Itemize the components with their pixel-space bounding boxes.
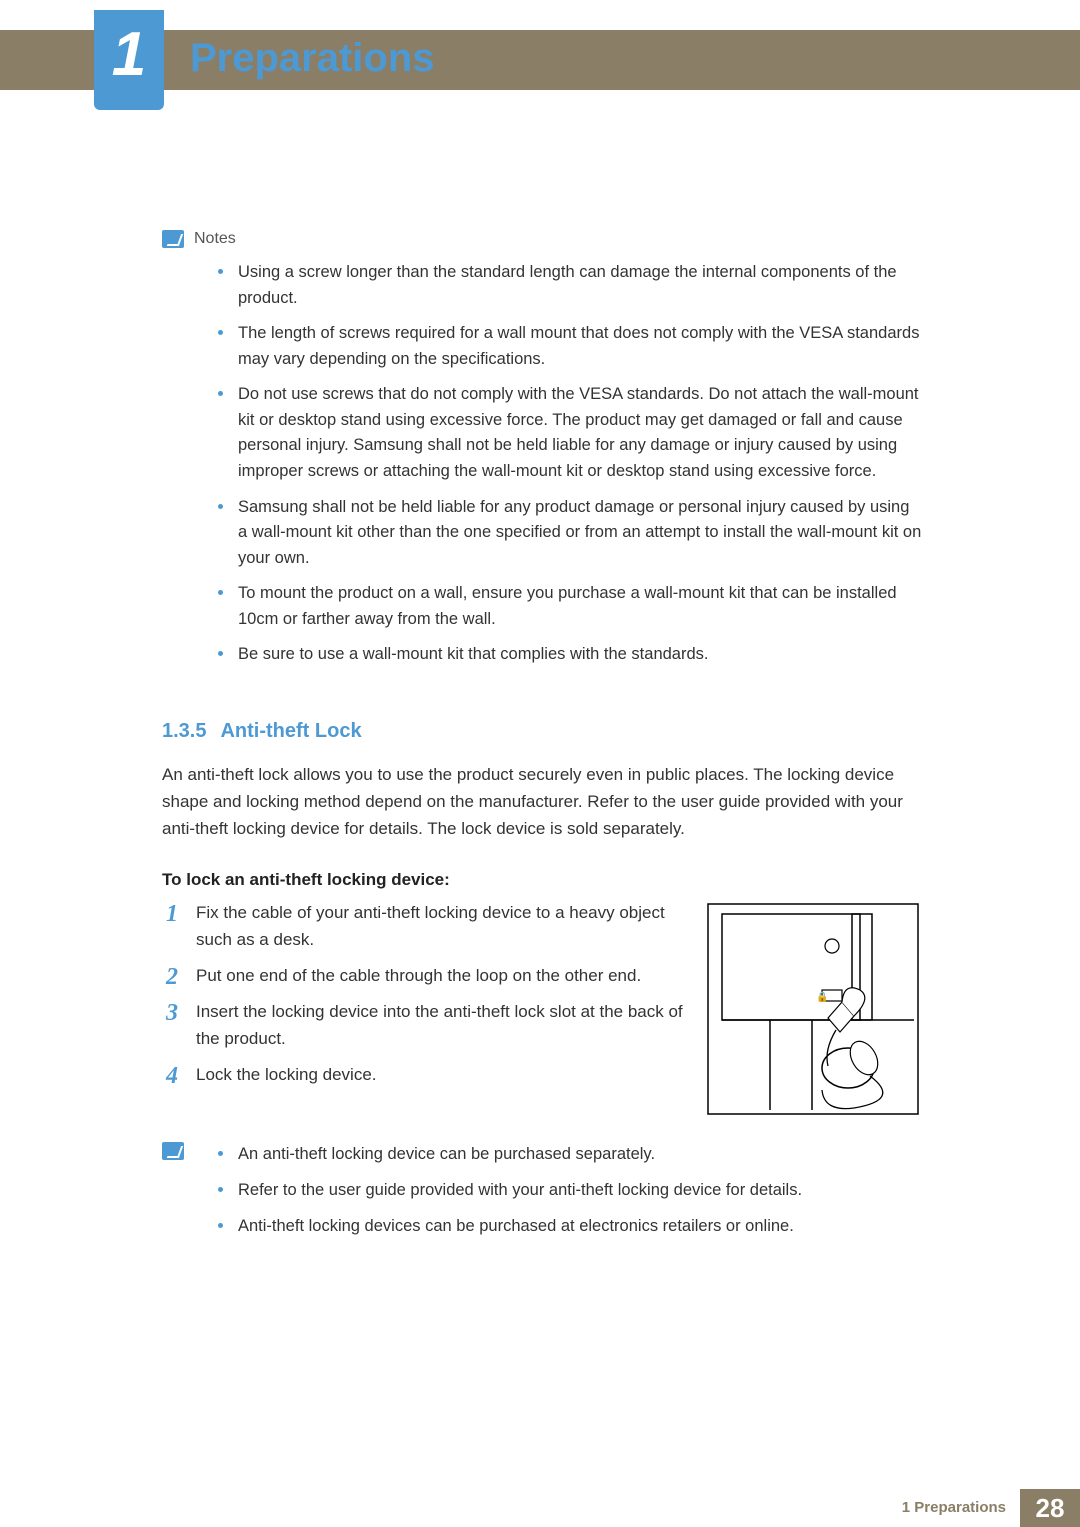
footer-chapter-label: 1 Preparations xyxy=(902,1489,1020,1527)
list-item: An anti-theft locking device can be purc… xyxy=(218,1142,922,1168)
notes-list-1: Using a screw longer than the standard l… xyxy=(194,260,922,668)
note-icon xyxy=(162,1142,184,1160)
list-item: Samsung shall not be held liable for any… xyxy=(218,495,922,572)
step-item: Put one end of the cable through the loo… xyxy=(162,963,684,989)
page-content: Notes Using a screw longer than the stan… xyxy=(162,230,922,1249)
list-item: Be sure to use a wall-mount kit that com… xyxy=(218,642,922,668)
section-heading: 1.3.5 Anti-theft Lock xyxy=(162,720,922,743)
list-item: To mount the product on a wall, ensure y… xyxy=(218,581,922,632)
list-item: Anti-theft locking devices can be purcha… xyxy=(218,1214,922,1240)
section-number: 1.3.5 xyxy=(162,720,206,742)
list-item: Refer to the user guide provided with yo… xyxy=(218,1178,922,1204)
step-item: Insert the locking device into the anti-… xyxy=(162,999,684,1052)
list-item: Do not use screws that do not comply wit… xyxy=(218,382,922,484)
section-paragraph: An anti-theft lock allows you to use the… xyxy=(162,761,922,843)
svg-text:🔒: 🔒 xyxy=(816,991,828,1003)
notes-block-2: An anti-theft locking device can be purc… xyxy=(162,1142,922,1249)
lock-diagram: 🔒 xyxy=(704,900,922,1118)
notes-block-1: Notes Using a screw longer than the stan… xyxy=(162,230,922,678)
section-title: Anti-theft Lock xyxy=(220,720,361,742)
list-item: The length of screws required for a wall… xyxy=(218,321,922,372)
step-item: Fix the cable of your anti-theft locking… xyxy=(162,900,684,953)
chapter-title: Preparations xyxy=(190,36,435,81)
list-item: Using a screw longer than the standard l… xyxy=(218,260,922,311)
sub-heading: To lock an anti-theft locking device: xyxy=(162,870,922,890)
notes-label: Notes xyxy=(194,230,922,248)
page-footer: 1 Preparations 28 xyxy=(0,1489,1080,1527)
steps-list: Fix the cable of your anti-theft locking… xyxy=(162,900,684,1088)
note-icon xyxy=(162,230,184,248)
notes-list-2: An anti-theft locking device can be purc… xyxy=(194,1142,922,1239)
step-item: Lock the locking device. xyxy=(162,1062,684,1088)
chapter-number-badge: 1 xyxy=(94,10,164,110)
footer-page-number: 28 xyxy=(1020,1489,1080,1527)
